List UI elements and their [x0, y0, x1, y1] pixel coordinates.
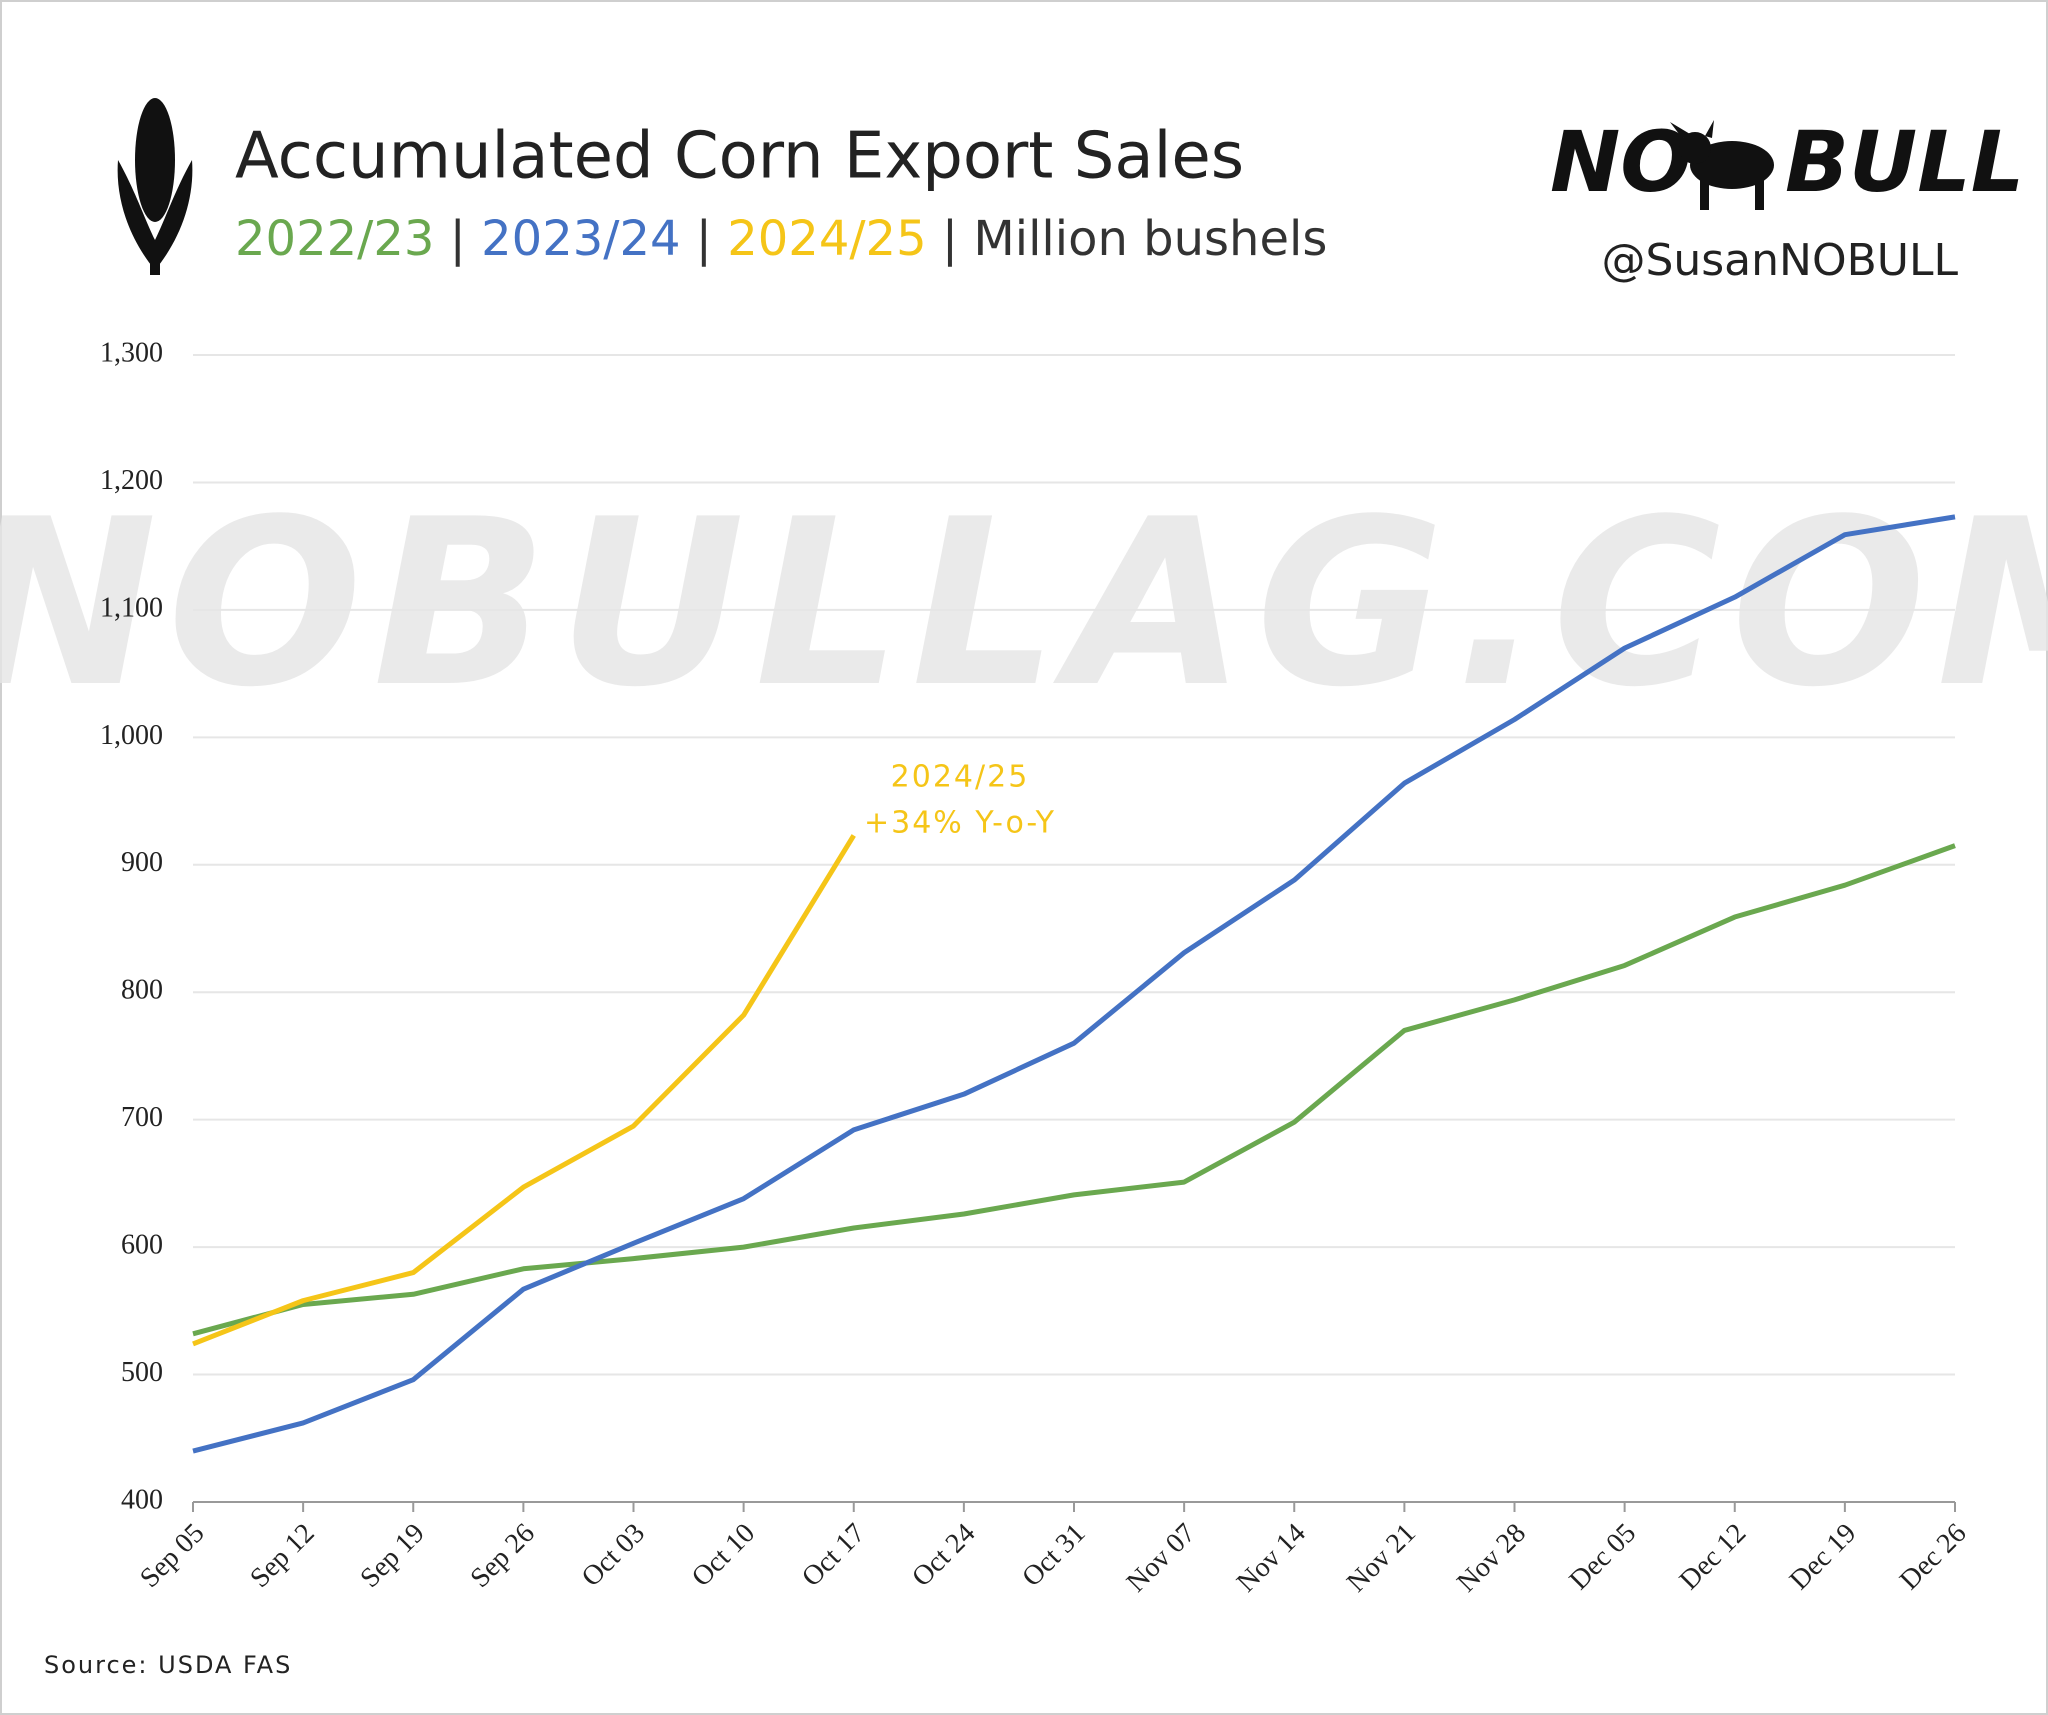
y-tick-label: 700 [121, 1102, 163, 1133]
annotation: +34% Y-o-Y [864, 806, 1056, 841]
logo-right: BULL [1785, 113, 2024, 211]
separator: | [942, 211, 958, 267]
source: Source: USDA FAS [44, 1651, 292, 1679]
watermark: NOBULLAG.COM [0, 471, 2048, 738]
y-tick-label: 600 [121, 1230, 163, 1261]
separator: | [450, 211, 466, 267]
y-tick-label: 1,200 [100, 465, 163, 496]
subtitle-series: 2023/24 [481, 211, 680, 267]
logo-left: NO [1550, 113, 1692, 211]
subtitle: 2022/23 | 2023/24 | 2024/25 | Million bu… [235, 211, 1327, 267]
series-line [192, 514, 1956, 1454]
y-tick-label: 500 [121, 1357, 163, 1388]
y-tick-label: 800 [121, 975, 163, 1006]
chart-title: Accumulated Corn Export Sales [235, 120, 1244, 194]
series-line [192, 834, 856, 1347]
series-line [192, 843, 1956, 1337]
annotation: 2024/25 [891, 760, 1030, 795]
subtitle-series: 2024/25 [727, 211, 926, 267]
handle: @SusanNOBULL [1601, 235, 1958, 286]
y-tick-label: 400 [121, 1484, 163, 1515]
y-tick-label: 1,000 [100, 720, 163, 751]
subtitle-series: 2022/23 [235, 211, 434, 267]
y-tick-label: 900 [121, 847, 163, 878]
unit: Million bushels [973, 211, 1327, 267]
y-tick-label: 1,100 [100, 592, 163, 623]
bull-icon [1670, 120, 1774, 210]
y-tick-label: 1,300 [100, 337, 163, 368]
separator: | [696, 211, 712, 267]
corn-icon [117, 98, 193, 275]
